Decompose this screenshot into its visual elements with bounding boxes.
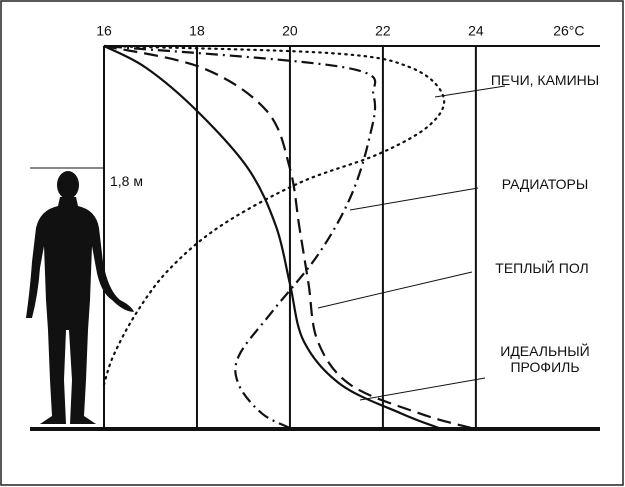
profile-line: [103, 45, 440, 430]
leader-line: [349, 187, 479, 211]
leader-line: [434, 85, 506, 98]
x-tick-label: 24: [468, 23, 484, 39]
human-silhouette: [26, 171, 134, 424]
profile-line: [103, 44, 472, 430]
leader-line: [359, 377, 486, 401]
leader-line: [317, 271, 473, 309]
series-label: ПЕЧИ, КАМИНЫ: [490, 72, 600, 88]
x-tick-label: 18: [189, 23, 205, 39]
x-tick-label: 16: [96, 23, 112, 39]
x-tick-label: 26°C: [553, 23, 584, 39]
series-label: ТЕПЛЫЙ ПОЛ: [495, 260, 589, 276]
x-tick-label: 22: [375, 23, 391, 39]
series-label: ИДЕАЛЬНЫЙ ПРОФИЛЬ: [500, 343, 590, 375]
height-label: 1,8 м: [110, 173, 143, 189]
profile-line: [102, 44, 446, 386]
x-tick-label: 20: [282, 23, 298, 39]
profile-line: [103, 44, 377, 429]
series-label: РАДИАТОРЫ: [501, 176, 589, 192]
